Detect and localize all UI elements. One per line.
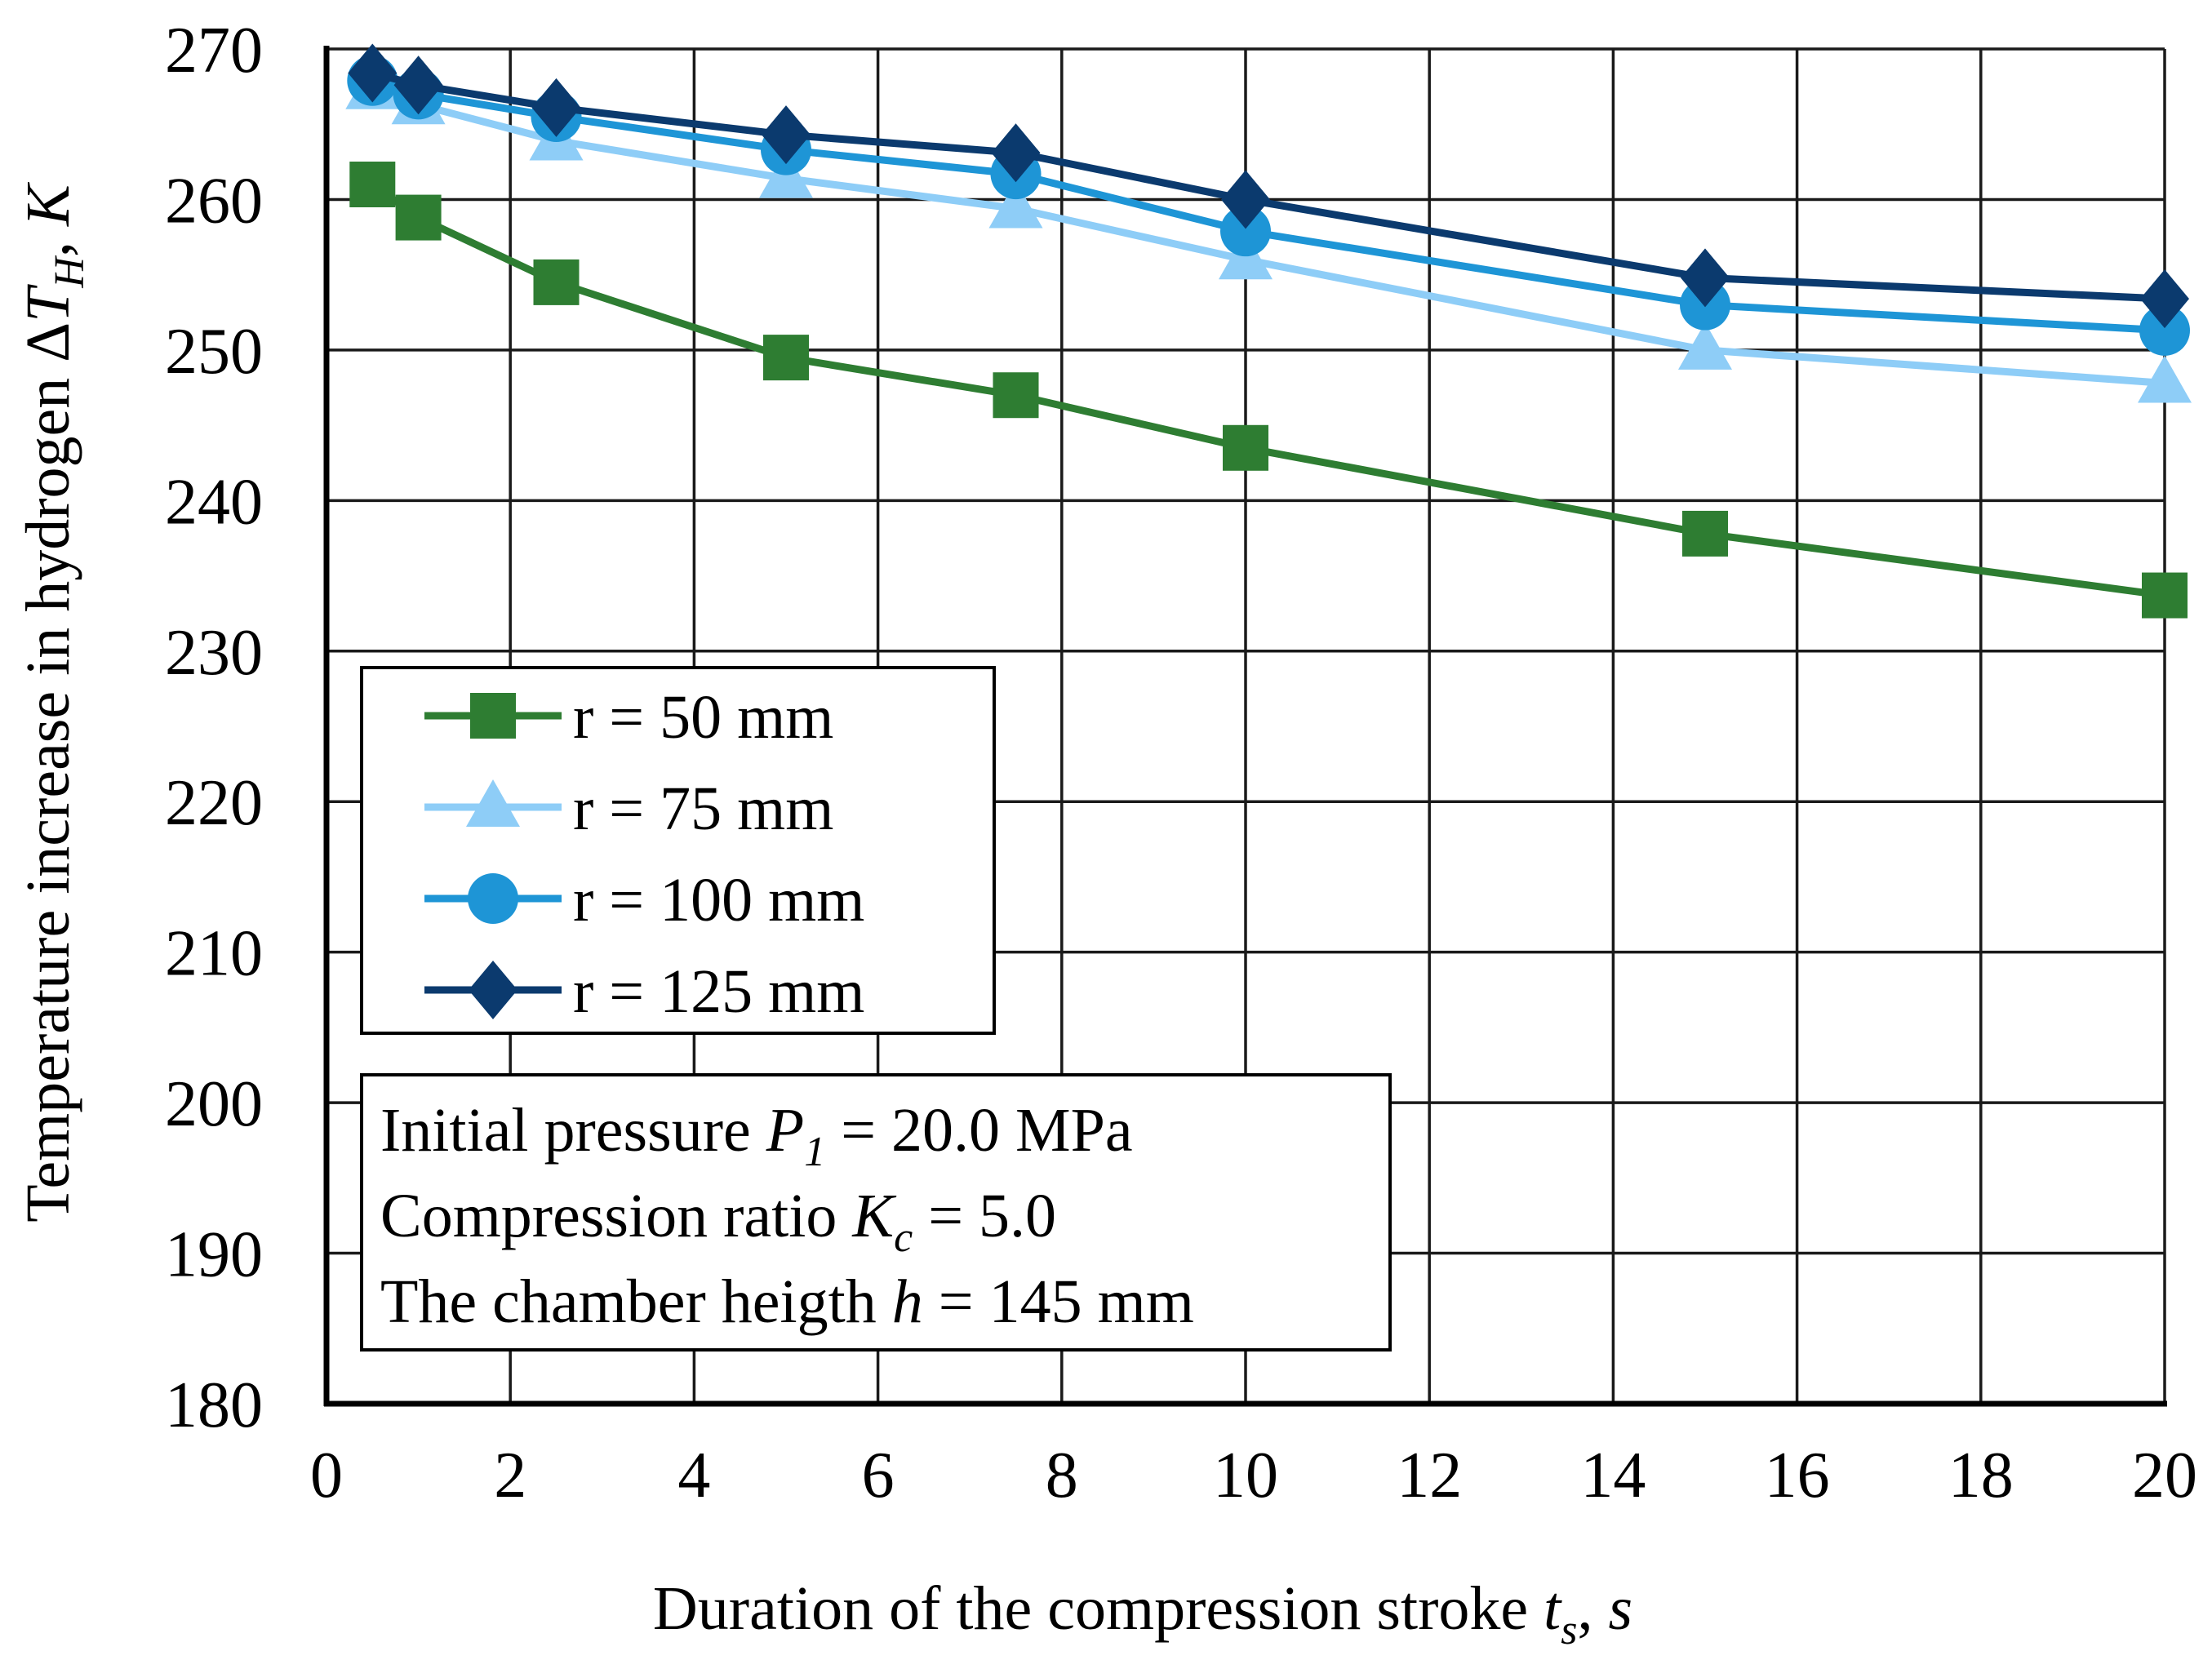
y-tick-label: 270 [165,15,263,87]
y-tick-label: 190 [165,1219,263,1291]
y-tick-label: 200 [165,1068,263,1140]
data-point [991,123,1041,183]
data-point [2140,269,2189,329]
x-axis-title: Duration of the compression stroke ts, s [653,1574,1632,1653]
legend-label: r = 50 mm [573,683,833,752]
series-line [370,181,2165,599]
x-tick-label: 16 [1765,1440,1830,1511]
data-point [1678,322,1732,370]
legend-label: r = 125 mm [573,957,864,1026]
y-tick-label: 220 [165,767,263,839]
series-line [371,69,2165,303]
note-chamber-height: The chamber heigth h = 145 mm [380,1267,1194,1336]
note-compression-ratio: Compression ratio Kc = 5.0 [380,1182,1056,1261]
data-point [533,259,580,305]
y-axis-title: Temperature increase in hydrogen ΔTH, K [14,182,93,1223]
data-point [2142,572,2188,619]
y-tick-label: 240 [165,466,263,538]
legend-marker [468,873,518,924]
series-4 [348,43,2189,329]
legend-item: r = 125 mm [424,957,864,1026]
y-tick-label: 230 [165,617,263,689]
series-line [371,86,2165,387]
data-point [763,335,809,381]
parameters-note: Initial pressure P1 = 20.0 MPa Compressi… [360,1073,1392,1352]
note-initial-pressure: Initial pressure P1 = 20.0 MPa [380,1096,1133,1175]
data-point [762,105,811,165]
data-point [1681,248,1730,308]
x-tick-labels: 0 2 4 6 8 10 12 14 16 18 20 [310,1440,2197,1511]
y-tick-label: 210 [165,918,263,990]
data-point [2138,355,2192,403]
y-tick-label: 180 [165,1369,263,1441]
x-tick-label: 8 [1046,1440,1078,1511]
legend-item: r = 100 mm [424,866,864,934]
data-point [1220,206,1271,257]
data-point [348,43,398,103]
legend-label: r = 75 mm [573,775,833,843]
data-point [393,55,443,115]
x-tick-label: 6 [862,1440,895,1511]
x-tick-label: 10 [1213,1440,1278,1511]
series-1 [349,162,2188,619]
data-point [1221,170,1270,229]
y-tick-labels: 180 190 200 210 220 230 240 250 260 270 [165,15,263,1441]
x-tick-label: 14 [1580,1440,1646,1511]
data-point [1682,510,1728,557]
data-point [993,372,1039,419]
y-tick-label: 260 [165,165,263,237]
x-tick-label: 2 [494,1440,526,1511]
legend-box [360,666,996,1035]
x-tick-label: 0 [310,1440,343,1511]
parameters-note-box [360,1073,1392,1352]
legend: r = 50 mm r = 75 mm r = 100 mm r = 125 mm [360,666,996,1035]
legend-item: r = 50 mm [424,683,833,752]
legend-marker [470,693,516,739]
data-point [531,78,581,137]
legend-marker [469,961,517,1019]
data-point [988,180,1043,229]
y-tick-label: 250 [165,316,263,388]
legend-item: r = 75 mm [424,775,833,843]
axes [323,46,2167,1407]
x-tick-label: 12 [1397,1440,1462,1511]
x-tick-label: 20 [2132,1440,2197,1511]
data-point [2139,304,2190,356]
x-tick-label: 4 [677,1440,710,1511]
data-series [345,43,2192,619]
data-point [1223,424,1268,471]
legend-label: r = 100 mm [573,866,864,934]
data-point [395,194,442,241]
x-tick-label: 18 [1948,1440,2014,1511]
data-point [349,162,396,207]
legend-marker [466,779,520,827]
